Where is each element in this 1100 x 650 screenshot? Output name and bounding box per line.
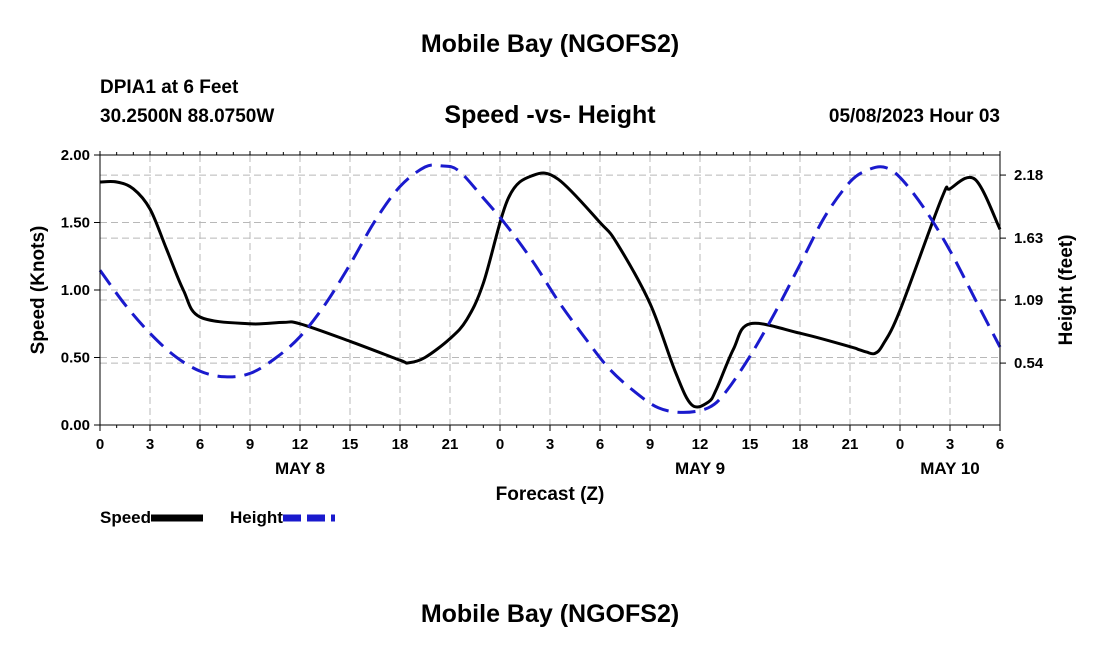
legend-speed-label: Speed: [100, 508, 152, 527]
station-label: DPIA1 at 6 Feet: [100, 77, 239, 98]
x-tick-label: 3: [546, 436, 554, 453]
x-axis-label: Forecast (Z): [496, 484, 605, 505]
x-tick-label: 6: [196, 436, 204, 453]
x-tick-label: 21: [842, 436, 859, 453]
x-tick-label: 3: [146, 436, 154, 453]
y-left-tick-label: 0.50: [61, 350, 90, 367]
legend-height: Height: [230, 508, 335, 528]
x-tick-label: 18: [392, 436, 409, 453]
series-lines: [98, 163, 1002, 414]
chart-title: Mobile Bay (NGOFS2): [420, 30, 680, 58]
x-tick-label: 0: [96, 436, 104, 453]
x-tick-label: 12: [292, 436, 309, 453]
legend-speed: Speed: [100, 508, 204, 528]
x-tick-label: 6: [596, 436, 604, 453]
x-tick-label: 18: [792, 436, 809, 453]
y-right-tick-label: 0.54: [1014, 355, 1044, 372]
footer-title: Mobile Bay (NGOFS2): [420, 600, 680, 628]
y-axis-label-left: Speed (Knots): [28, 226, 49, 355]
grid-lines: [100, 155, 1000, 425]
x-tick-label: 21: [442, 436, 459, 453]
station-coordinates: 30.2500N 88.0750W: [100, 106, 275, 127]
x-tick-label: 0: [496, 436, 504, 453]
x-tick-label: 12: [692, 436, 709, 453]
x-tick-label: 6: [996, 436, 1004, 453]
legend-height-swatch: [282, 514, 335, 522]
y-right-tick-label: 2.18: [1014, 167, 1043, 184]
date-label: MAY 10: [920, 459, 980, 478]
y-right-tick-label: 1.09: [1014, 292, 1043, 309]
y-left-tick-label: 1.00: [61, 282, 90, 299]
legend-speed-swatch: [151, 514, 204, 522]
y-left-tick-label: 1.50: [61, 215, 90, 232]
axis-ticks: 0 3 6 9 12 15 18 21 0 3 6 9 12 15 18 21 0 3 6 MAY 8 MAY 9 MAY…: [61, 147, 1044, 478]
forecast-datetime: 05/08/2023 Hour 03: [828, 106, 1000, 127]
series-line-speed: [99, 171, 1002, 409]
x-tick-label: 3: [946, 436, 954, 453]
y-axis-label-right: Height (feet): [1056, 235, 1077, 346]
date-label: MAY 9: [675, 459, 725, 478]
series-line-height: [98, 163, 1002, 414]
chart-subtitle: Speed -vs- Height: [444, 101, 656, 129]
x-tick-label: 9: [246, 436, 254, 453]
y-right-tick-label: 1.63: [1014, 230, 1043, 247]
x-tick-label: 9: [646, 436, 654, 453]
legend-height-label: Height: [230, 508, 283, 527]
y-left-tick-label: 0.00: [61, 417, 90, 434]
x-tick-label: 15: [742, 436, 759, 453]
y-left-tick-label: 2.00: [61, 147, 90, 164]
x-tick-label: 0: [896, 436, 904, 453]
x-tick-label: 15: [342, 436, 359, 453]
date-label: MAY 8: [275, 459, 325, 478]
